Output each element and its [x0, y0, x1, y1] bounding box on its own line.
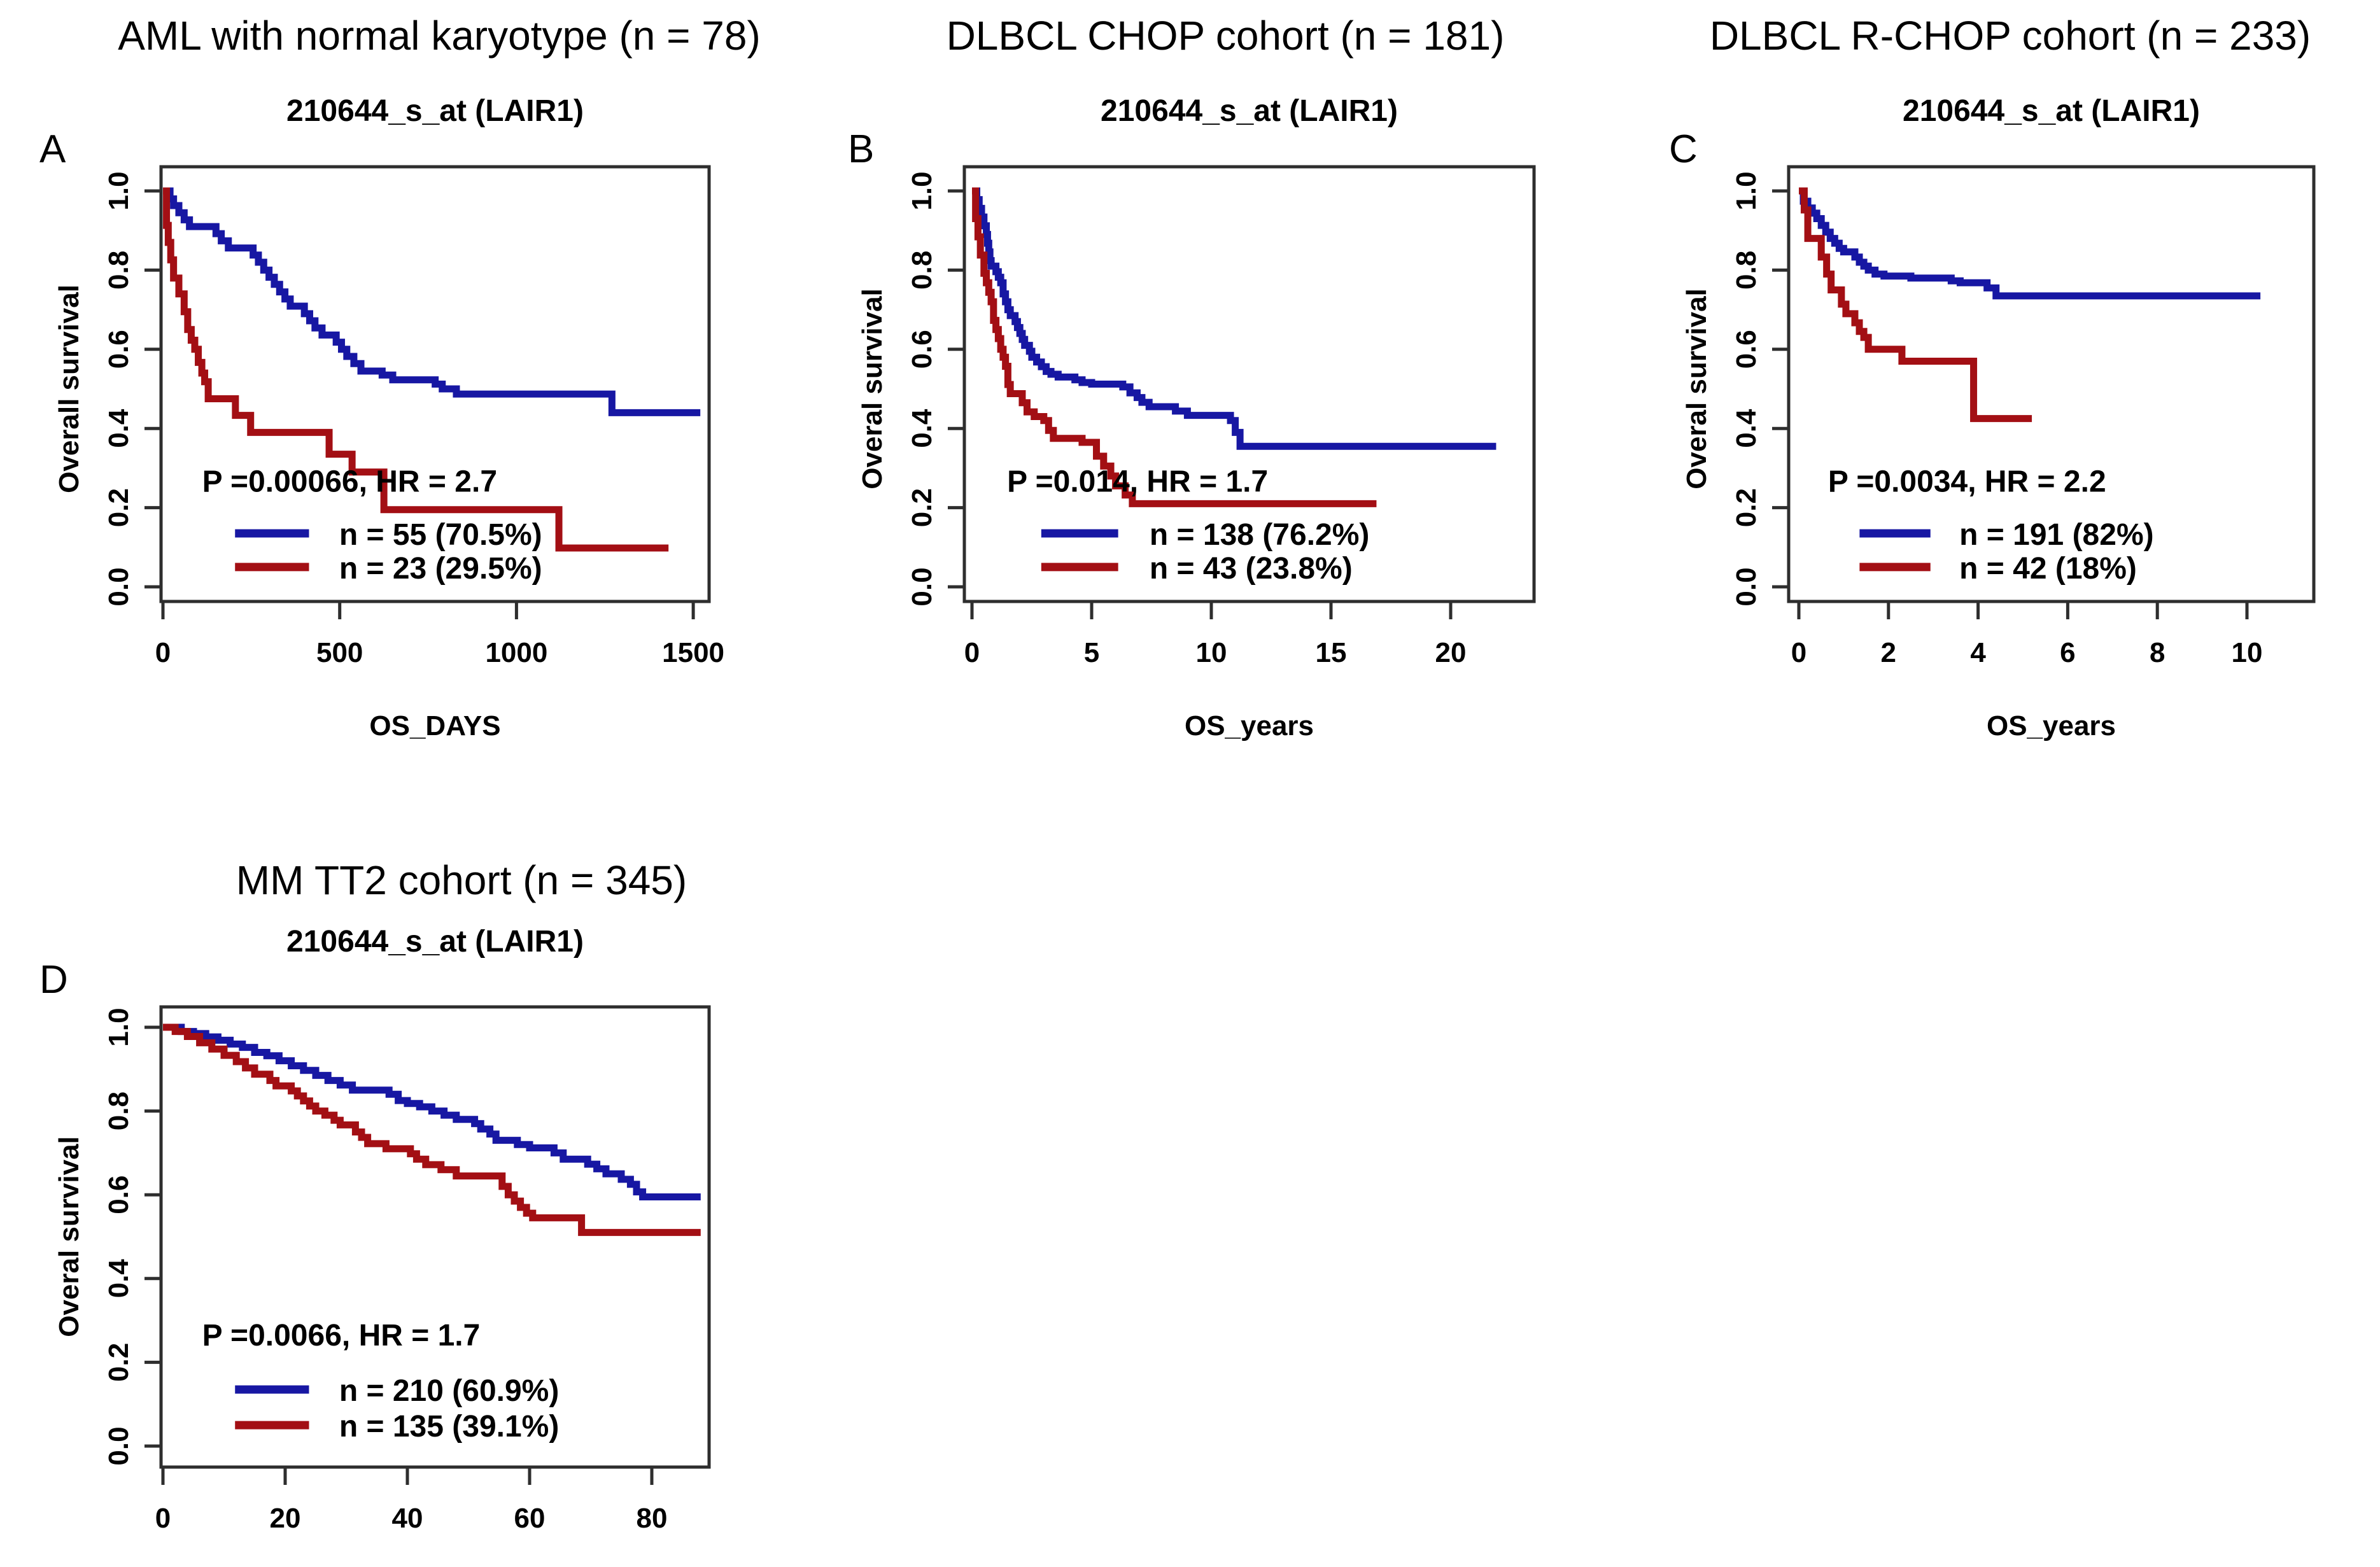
y-tick-label: 0.8 [103, 251, 134, 290]
legend-label: n = 43 (23.8%) [1150, 552, 1353, 586]
x-axis-title: OS_years [1987, 710, 2116, 741]
y-axis-title: Overal survival [857, 288, 888, 489]
probe-title: 210644_s_at (LAIR1) [286, 94, 584, 128]
x-tick-label: 8 [2150, 637, 2165, 668]
y-tick-label: 0.0 [103, 1426, 134, 1465]
stats-text: P =0.00066, HR = 2.7 [202, 465, 497, 499]
y-tick-label: 0.6 [906, 330, 938, 369]
y-tick-label: 0.0 [906, 567, 938, 606]
km-curve-high [163, 1023, 701, 1200]
y-tick-label: 1.0 [906, 171, 938, 210]
x-tick-label: 0 [155, 1503, 171, 1534]
plot-box [159, 1005, 711, 1469]
y-axis-title: Overal survival [1681, 288, 1712, 489]
y-tick-label: 0.2 [1731, 488, 1762, 527]
panel-d: MM TT2 cohort (n = 345) 210644_s_at (LAIR… [39, 857, 711, 1534]
legend-label: n = 191 (82%) [1959, 518, 2153, 552]
y-tick-label: 0.0 [103, 567, 134, 606]
x-tick-label: 15 [1316, 637, 1347, 668]
y-tick-label: 0.4 [103, 1259, 134, 1298]
x-tick-label: 0 [964, 637, 980, 668]
x-tick-label: 20 [270, 1503, 301, 1534]
x-tick-label: 80 [637, 1503, 668, 1534]
y-tick-label: 0.4 [906, 409, 938, 448]
plot-box [159, 165, 711, 603]
y-tick-label: 0.2 [103, 1343, 134, 1382]
x-tick-label: 10 [2232, 637, 2263, 668]
legend-label: n = 138 (76.2%) [1150, 518, 1370, 552]
y-tick-label: 0.4 [1731, 409, 1762, 448]
panel-letter: B [848, 127, 874, 171]
y-tick-label: 0.2 [103, 488, 134, 527]
y-tick-label: 0.6 [103, 1176, 134, 1214]
x-axis-title: OS_DAYS [369, 710, 500, 741]
y-tick-label: 0.6 [103, 330, 134, 369]
km-curve-low [163, 1023, 701, 1236]
cohort-title: DLBCL R-CHOP cohort (n = 233) [1710, 13, 2311, 59]
panel-letter: D [39, 958, 68, 1002]
legend-label: n = 55 (70.5%) [339, 518, 542, 552]
cohort-title: MM TT2 cohort (n = 345) [236, 857, 687, 903]
km-curve-low [972, 187, 1377, 507]
probe-title: 210644_s_at (LAIR1) [286, 925, 584, 959]
stats-text: P =0.014, HR = 1.7 [1007, 465, 1268, 499]
plot-box [1787, 165, 2316, 603]
y-tick-label: 0.8 [906, 251, 938, 290]
y-tick-label: 0.8 [103, 1092, 134, 1130]
y-tick-label: 1.0 [103, 1008, 134, 1046]
x-axis-title: OS_years [1185, 710, 1314, 741]
y-tick-label: 0.4 [103, 409, 134, 448]
x-tick-label: 10 [1196, 637, 1227, 668]
y-tick-label: 0.8 [1731, 251, 1762, 290]
stats-text: P =0.0066, HR = 1.7 [202, 1319, 481, 1353]
x-tick-label: 5 [1084, 637, 1099, 668]
x-tick-label: 6 [2060, 637, 2075, 668]
y-axis-title: Overal survival [53, 1136, 85, 1337]
probe-title: 210644_s_at (LAIR1) [1101, 94, 1398, 128]
panel-letter: C [1669, 127, 1698, 171]
km-curve-low [1799, 187, 2032, 423]
panel-c: DLBCL R-CHOP cohort (n = 233) 210644_s_at… [1669, 13, 2316, 741]
km-curve-high [163, 187, 701, 416]
y-axis-title: Overall survival [53, 285, 85, 493]
x-tick-label: 500 [316, 637, 363, 668]
x-tick-label: 1000 [485, 637, 547, 668]
legend-label: n = 210 (60.9%) [339, 1374, 560, 1408]
km-curve-low [163, 187, 669, 552]
km-curve-high [972, 187, 1496, 450]
x-tick-label: 2 [1881, 637, 1896, 668]
x-tick-label: 0 [1791, 637, 1806, 668]
legend-label: n = 23 (29.5%) [339, 552, 542, 586]
cohort-title: DLBCL CHOP cohort (n = 181) [947, 13, 1505, 59]
panel-a: AML with normal karyotype (n = 78) 210644… [39, 13, 761, 741]
probe-title: 210644_s_at (LAIR1) [1903, 94, 2200, 128]
y-tick-label: 1.0 [1731, 171, 1762, 210]
x-tick-label: 60 [514, 1503, 546, 1534]
y-tick-label: 0.6 [1731, 330, 1762, 369]
x-tick-label: 4 [1970, 637, 1986, 668]
x-tick-label: 0 [155, 637, 171, 668]
y-tick-label: 0.0 [1731, 567, 1762, 606]
legend-label: n = 42 (18%) [1959, 552, 2137, 586]
y-tick-label: 0.2 [906, 488, 938, 527]
panel-letter: A [39, 127, 66, 171]
cohort-title: AML with normal karyotype (n = 78) [118, 13, 761, 59]
stats-text: P =0.0034, HR = 2.2 [1828, 465, 2106, 499]
x-tick-label: 40 [392, 1503, 423, 1534]
y-tick-label: 1.0 [103, 171, 134, 210]
x-tick-label: 20 [1435, 637, 1467, 668]
km-curve-high [1799, 187, 2261, 300]
x-tick-label: 1500 [662, 637, 724, 668]
panel-b: DLBCL CHOP cohort (n = 181) 210644_s_at (… [848, 13, 1536, 741]
plot-box [962, 165, 1536, 603]
legend-label: n = 135 (39.1%) [339, 1410, 560, 1444]
